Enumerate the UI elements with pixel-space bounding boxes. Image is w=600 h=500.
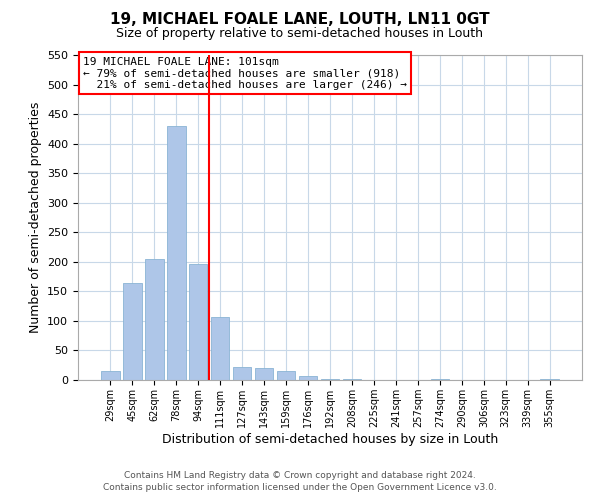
Text: Size of property relative to semi-detached houses in Louth: Size of property relative to semi-detach… (116, 28, 484, 40)
Bar (277, 371, 295, 380)
Bar (145, 259, 164, 380)
Bar (167, 126, 185, 380)
Bar (211, 317, 229, 380)
X-axis label: Distribution of semi-detached houses by size in Louth: Distribution of semi-detached houses by … (162, 432, 498, 446)
Bar (189, 264, 208, 380)
Bar (255, 368, 274, 380)
Bar (101, 371, 119, 380)
Text: 19, MICHAEL FOALE LANE, LOUTH, LN11 0GT: 19, MICHAEL FOALE LANE, LOUTH, LN11 0GT (110, 12, 490, 28)
Bar (123, 282, 142, 380)
Y-axis label: Number of semi-detached properties: Number of semi-detached properties (29, 102, 41, 333)
Text: 19 MICHAEL FOALE LANE: 101sqm
← 79% of semi-detached houses are smaller (918)
  : 19 MICHAEL FOALE LANE: 101sqm ← 79% of s… (83, 56, 407, 90)
Bar (233, 367, 251, 380)
Text: Contains HM Land Registry data © Crown copyright and database right 2024.
Contai: Contains HM Land Registry data © Crown c… (103, 471, 497, 492)
Bar (299, 376, 317, 380)
